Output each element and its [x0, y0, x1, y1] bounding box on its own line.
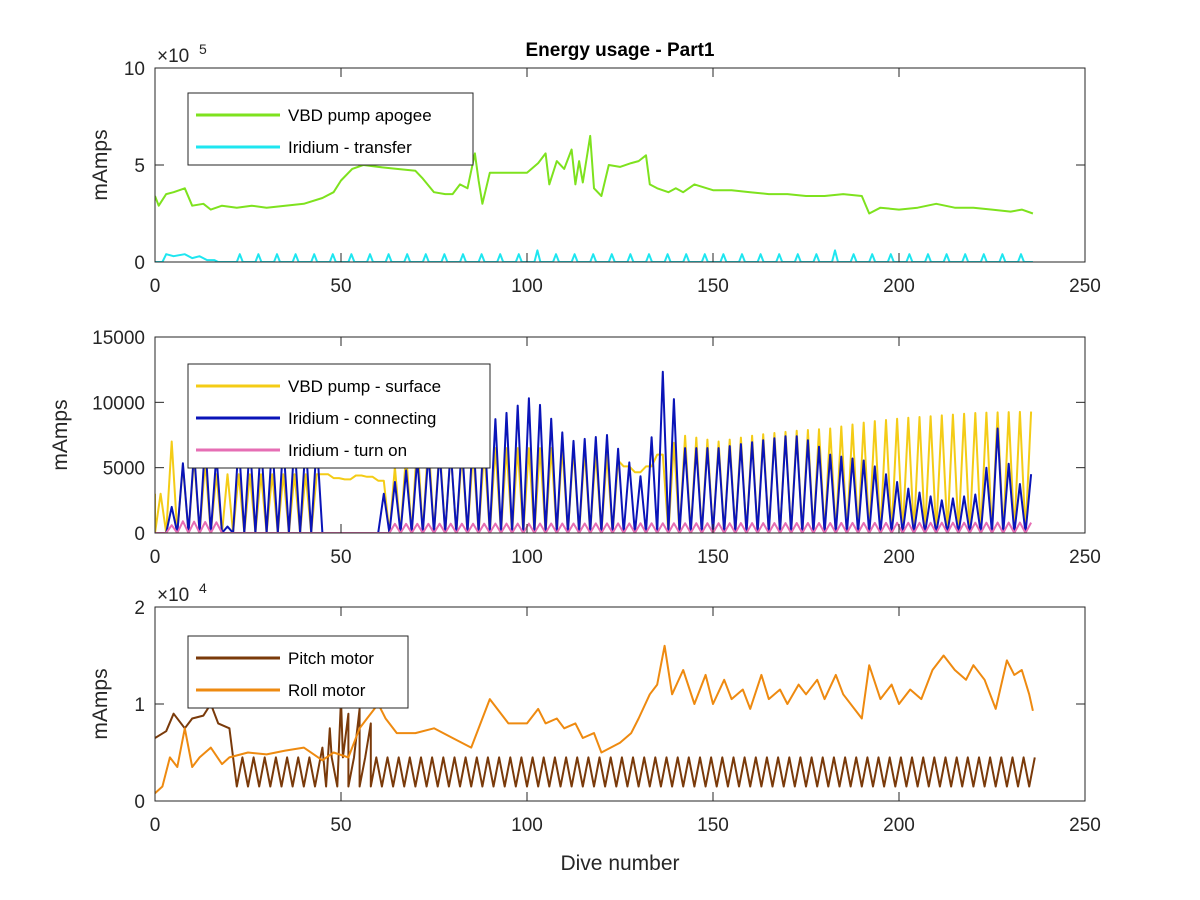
y-tick-label: 15000	[92, 328, 145, 349]
legend: VBD pump - surface Iridium - connecting Ir…	[187, 363, 491, 469]
y-tick-label: 5000	[103, 459, 145, 480]
y-exponent-label: ×10	[157, 585, 189, 606]
x-tick-label: 150	[697, 276, 729, 297]
legend-entry-label: Iridium - turn on	[288, 441, 407, 460]
x-tick-label: 100	[511, 815, 543, 836]
legend-entry-label: Roll motor	[288, 681, 366, 700]
legend-box	[187, 92, 474, 166]
y-tick-label: 10	[124, 59, 145, 80]
x-tick-label: 50	[330, 276, 351, 297]
series-line-roll-motor	[155, 644, 1034, 794]
x-tick-label: 0	[150, 276, 161, 297]
x-tick-label: 50	[330, 547, 351, 568]
series-line-iridium-connecting	[155, 370, 1033, 533]
legend-entry-label: VBD pump apogee	[288, 106, 432, 125]
x-tick-label: 250	[1069, 815, 1101, 836]
y-tick-label: 5	[134, 156, 145, 177]
legend: Pitch motor Roll motor	[187, 635, 409, 709]
series-layer	[155, 134, 1034, 262]
x-tick-label: 250	[1069, 276, 1101, 297]
legend-entry-label: Pitch motor	[288, 649, 374, 668]
y-tick-label: 0	[134, 253, 145, 274]
x-tick-label: 200	[883, 547, 915, 568]
y-exponent-power: 5	[199, 41, 207, 57]
x-tick-label: 100	[511, 276, 543, 297]
chart-panel-2: 0 50 100 150 200 250 0 5000 10000 15000 mAmps VBD p…	[49, 328, 1101, 568]
y-axis-label: mAmps	[89, 668, 112, 739]
y-tick-label: 0	[134, 792, 145, 813]
y-tick-label: 10000	[92, 393, 145, 414]
legend-box	[187, 635, 409, 709]
x-tick-label: 0	[150, 815, 161, 836]
y-exponent-label: ×10	[157, 46, 189, 67]
chart-panel-3: 0 50 100 150 200 250 0 1 2 ×10 4 mAmps Pitch motor Ro…	[89, 580, 1101, 836]
y-tick-label: 0	[134, 524, 145, 545]
x-tick-label: 100	[511, 547, 543, 568]
axes-frame	[154, 336, 1086, 534]
series-layer	[155, 644, 1036, 794]
x-tick-label: 150	[697, 547, 729, 568]
x-tick-label: 50	[330, 815, 351, 836]
legend: VBD pump apogee Iridium - transfer	[187, 92, 474, 166]
y-exponent-power: 4	[199, 580, 207, 596]
x-tick-label: 150	[697, 815, 729, 836]
y-axis-label: mAmps	[89, 129, 112, 200]
x-axis-label: Dive number	[560, 852, 679, 875]
legend-entry-label: Iridium - transfer	[288, 138, 412, 157]
x-tick-label: 200	[883, 276, 915, 297]
chart-panel-1: 0 50 100 150 200 250 0 5 10 ×10 5 mAmps VBD pump apo…	[89, 41, 1101, 297]
legend-entry-label: Iridium - connecting	[288, 409, 436, 428]
x-tick-label: 0	[150, 547, 161, 568]
x-tick-label: 200	[883, 815, 915, 836]
series-line-vbd-pump-surface	[155, 410, 1033, 533]
y-axis-label: mAmps	[49, 399, 72, 470]
series-layer	[155, 370, 1033, 533]
figure-title: Energy usage - Part1	[525, 40, 714, 61]
x-tick-label: 250	[1069, 547, 1101, 568]
series-line-pitch-motor	[155, 698, 1036, 788]
series-line-vbd-pump-apogee	[155, 134, 1034, 215]
legend-entry-label: VBD pump - surface	[288, 377, 441, 396]
y-tick-label: 1	[134, 695, 145, 716]
series-line-iridium-transfer	[155, 249, 1033, 262]
series-line-iridium-turn-on	[155, 520, 1032, 533]
y-tick-label: 2	[134, 598, 145, 619]
